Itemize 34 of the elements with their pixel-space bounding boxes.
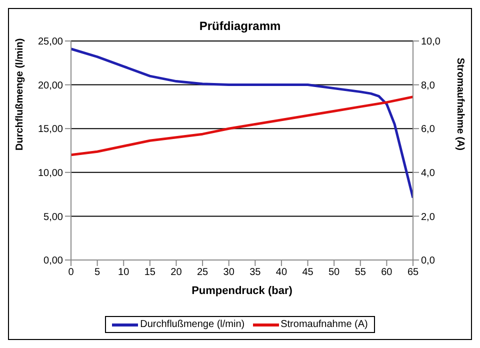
x-tick-label: 45 xyxy=(302,267,314,278)
y2-tick-label: 10,0 xyxy=(421,36,441,48)
line-series xyxy=(71,48,413,200)
y-tick-label: 10,00 xyxy=(38,168,64,179)
x-tick-label: 10 xyxy=(118,267,130,278)
y-tick-label: 20,00 xyxy=(38,80,64,92)
x-tick-label: 50 xyxy=(328,267,340,278)
line-series xyxy=(71,96,413,156)
chart-title: Prüfdiagramm xyxy=(198,19,282,33)
legend-label: Durchflußmenge (l/min) xyxy=(139,319,245,330)
y2-tick-label: 4,0 xyxy=(421,168,436,179)
x-tick-label: 20 xyxy=(170,267,182,278)
x-tick-label: 65 xyxy=(407,267,419,278)
y2-tick-label: 6,0 xyxy=(421,124,436,136)
x-tick-label: 30 xyxy=(223,267,235,278)
y2-axis-title: Stromaufnahme (A) xyxy=(454,58,466,150)
legend-label: Stromaufnahme (A) xyxy=(280,319,368,330)
y-tick-label: 0,00 xyxy=(44,256,64,267)
y-tick-label: 25,00 xyxy=(38,36,64,48)
x-tick-label: 60 xyxy=(381,267,393,278)
x-tick-label: 40 xyxy=(276,267,288,278)
y2-tick-label: 2,0 xyxy=(421,212,436,223)
x-tick-label: 25 xyxy=(196,267,209,278)
x-axis-title: Pumpendruck (bar) xyxy=(192,285,293,297)
y-tick-label: 15,00 xyxy=(38,124,64,136)
x-tick-label: 15 xyxy=(144,267,156,278)
y-axis-title: Durchflußmenge (l/min) xyxy=(14,38,26,150)
x-tick-label: 5 xyxy=(94,267,101,278)
x-tick-label: 0 xyxy=(68,267,74,278)
y-tick-label: 5,00 xyxy=(44,212,64,223)
y2-tick-label: 8,0 xyxy=(421,80,436,92)
x-tick-label: 55 xyxy=(354,267,366,278)
x-tick-label: 35 xyxy=(250,267,262,278)
y2-tick-label: 0,0 xyxy=(421,256,436,267)
